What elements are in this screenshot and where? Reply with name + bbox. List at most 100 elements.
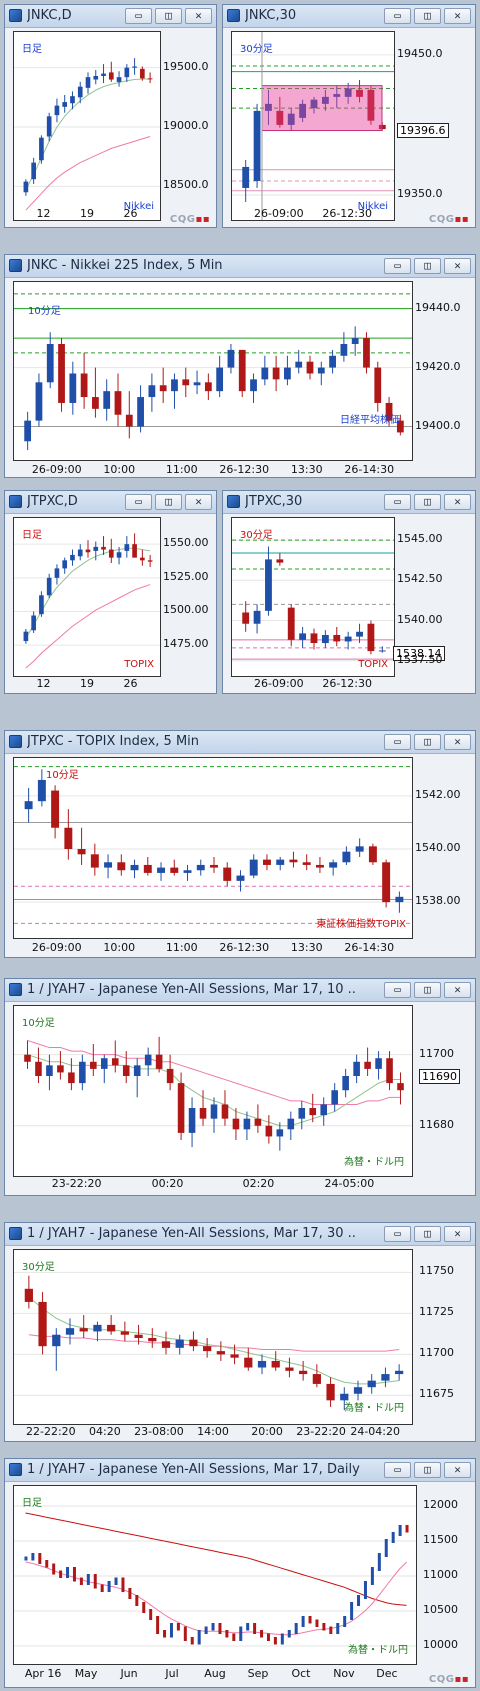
y-tick-label: 1537.50 [397,652,443,666]
window-title: JNKC - Nikkei 225 Index, 5 Min [27,258,223,273]
jtpxc-5min-window[interactable]: JTPXC - TOPIX Index, 5 Min ▭ ◫ ✕ 10分足 東証株価… [4,730,476,958]
maximize-button[interactable]: ◫ [414,982,441,998]
price-bar [384,1539,388,1557]
close-button[interactable]: ✕ [444,734,471,750]
maximize-button[interactable]: ◫ [414,1226,441,1242]
title-bar[interactable]: JTPXC - TOPIX Index, 5 Min ▭ ◫ ✕ [5,731,475,754]
chart-plot[interactable]: 日足 Nikkei [13,31,161,221]
maximize-button[interactable]: ◫ [155,8,182,24]
candle-body [148,1338,157,1342]
y-tick-label: 1540.00 [415,841,461,854]
candle-body [310,633,318,644]
candle-body [92,397,99,409]
candle-body [344,88,352,97]
candle-body [356,631,363,637]
price-bar [93,1574,97,1589]
minimize-button[interactable]: ▭ [384,1462,411,1478]
x-tick-label: 19 [80,677,94,690]
price-bar [100,1584,104,1592]
x-tick-label: 11:00 [165,941,198,954]
maximize-button[interactable]: ◫ [414,734,441,750]
chart-plot[interactable]: 30分足 Nikkei [231,31,395,221]
price-bar [232,1633,236,1641]
candle-body [276,559,284,563]
candle-body [310,99,318,109]
chart-plot[interactable]: 30分足 TOPIX [231,517,395,677]
price-bar [370,1567,374,1585]
price-bar [260,1630,264,1638]
jnkc-30min-window[interactable]: JNKC,30 ▭ ◫ ✕ 30分足 Nikkei 19396.6 CQG▪▪ 19… [222,4,476,228]
price-bar [86,1574,90,1585]
price-bar [336,1623,340,1634]
close-button[interactable]: ✕ [185,8,212,24]
candle-body [124,544,130,551]
jyah7-daily-window[interactable]: 1 / JYAH7 - Japanese Yen-All Sessions, M… [4,1458,476,1688]
chart-plot[interactable]: 日足 TOPIX [13,517,161,677]
title-bar[interactable]: JNKC,30 ▭ ◫ ✕ [223,5,475,28]
chart-plot[interactable]: 10分足 為替・ドル円 [13,1005,413,1177]
candle-body [254,1118,262,1126]
minimize-button[interactable]: ▭ [125,494,152,510]
close-button[interactable]: ✕ [185,494,212,510]
candle-body [368,846,377,863]
title-bar[interactable]: 1 / JYAH7 - Japanese Yen-All Sessions, M… [5,1223,475,1246]
title-bar[interactable]: JTPXC,D ▭ ◫ ✕ [5,491,216,514]
price-bar [315,1619,319,1627]
minimize-button[interactable]: ▭ [384,258,411,274]
close-button[interactable]: ✕ [444,258,471,274]
chart-plot[interactable]: 10分足 日経平均株価 [13,281,413,461]
maximize-button[interactable]: ◫ [414,8,441,24]
candle-body [108,549,114,558]
candle-body [104,862,113,868]
maximize-button[interactable]: ◫ [414,258,441,274]
window-title: 1 / JYAH7 - Japanese Yen-All Sessions, M… [27,1462,360,1477]
candle-body [397,1083,404,1091]
jnkc-daily-window[interactable]: JNKC,D ▭ ◫ ✕ 日足 Nikkei CQG▪▪ 19500.0 19000.… [4,4,217,228]
title-bar[interactable]: JNKC,D ▭ ◫ ✕ [5,5,216,28]
jnkc-5min-window[interactable]: JNKC - Nikkei 225 Index, 5 Min ▭ ◫ ✕ 10分足 … [4,254,476,478]
price-bar [24,1556,28,1561]
minimize-button[interactable]: ▭ [384,8,411,24]
title-bar[interactable]: 1 / JYAH7 - Japanese Yen-All Sessions, M… [5,979,475,1002]
timeframe-label: 10分足 [28,306,61,317]
candle-body [385,402,393,421]
maximize-button[interactable]: ◫ [414,494,441,510]
close-button[interactable]: ✕ [444,1462,471,1478]
candle-body [329,862,338,868]
x-tick-label: 10:00 [103,941,136,954]
candle-body [148,385,156,398]
chart-plot[interactable]: 日足 為替・ドル円 [13,1485,417,1665]
candle-body [124,67,130,78]
candle-body [287,113,295,125]
maximize-button[interactable]: ◫ [155,494,182,510]
chart-plot[interactable]: 30分足 為替・ドル円 [13,1249,413,1425]
window-title: JTPXC - TOPIX Index, 5 Min [27,734,200,749]
minimize-button[interactable]: ▭ [384,982,411,998]
title-bar[interactable]: JNKC - Nikkei 225 Index, 5 Min ▭ ◫ ✕ [5,255,475,278]
close-button[interactable]: ✕ [444,982,471,998]
maximize-button[interactable]: ◫ [414,1462,441,1478]
candle-body [242,612,250,624]
jyah7-30min-window[interactable]: 1 / JYAH7 - Japanese Yen-All Sessions, M… [4,1222,476,1442]
minimize-button[interactable]: ▭ [125,8,152,24]
price-bar [197,1630,201,1645]
title-bar[interactable]: JTPXC,30 ▭ ◫ ✕ [223,491,475,514]
jyah7-10min-window[interactable]: 1 / JYAH7 - Japanese Yen-All Sessions, M… [4,978,476,1196]
price-bar [266,1633,270,1641]
minimize-button[interactable]: ▭ [384,494,411,510]
chart-plot[interactable]: 10分足 東証株価指数TOPIX [13,757,413,939]
price-bar [135,1595,139,1606]
price-bar [350,1602,354,1620]
candle-body [120,1331,129,1335]
jtpxc-30min-window[interactable]: JTPXC,30 ▭ ◫ ✕ 30分足 TOPIX 1538.14 1545.00 1… [222,490,476,694]
close-button[interactable]: ✕ [444,8,471,24]
candle-body [333,94,341,97]
close-button[interactable]: ✕ [444,1226,471,1242]
title-bar[interactable]: 1 / JYAH7 - Japanese Yen-All Sessions, M… [5,1459,475,1482]
y-tick-label: 1540.00 [397,612,443,626]
minimize-button[interactable]: ▭ [384,1226,411,1242]
minimize-button[interactable]: ▭ [384,734,411,750]
jtpxc-daily-window[interactable]: JTPXC,D ▭ ◫ ✕ 日足 TOPIX 1550.00 1525.00 1500.… [4,490,217,694]
close-button[interactable]: ✕ [444,494,471,510]
candle-body [111,1058,119,1066]
